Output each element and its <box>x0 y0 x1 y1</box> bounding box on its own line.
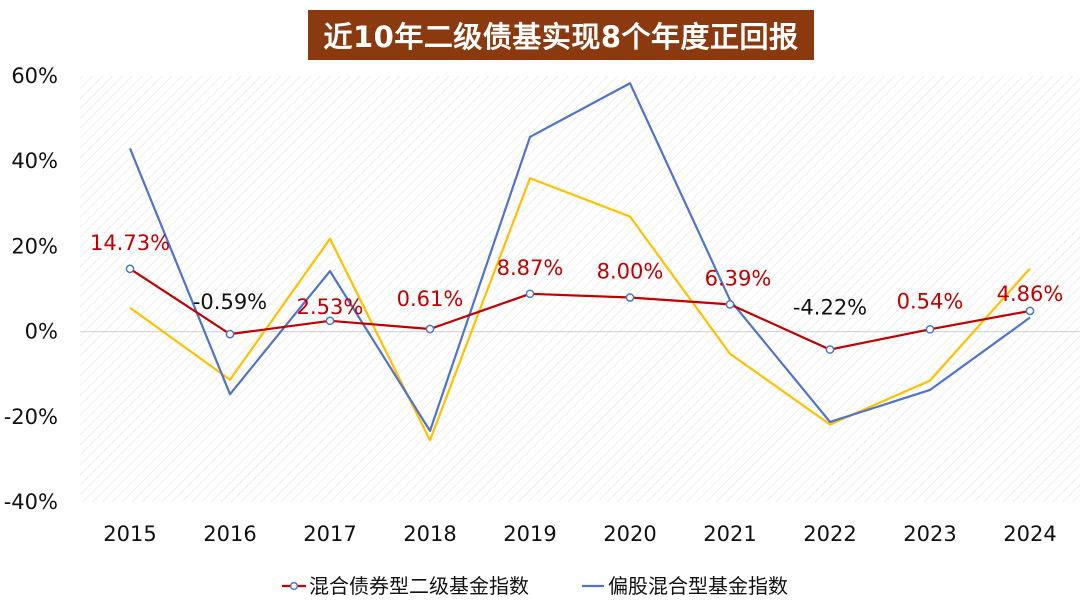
data-point <box>725 300 735 309</box>
series-line-1 <box>128 82 1031 432</box>
x-tick-label: 2018 <box>403 522 456 546</box>
x-tick-label: 2017 <box>303 522 356 546</box>
x-tick-label: 2023 <box>903 522 956 546</box>
data-label: 0.54% <box>897 289 964 313</box>
data-label: 2.53% <box>297 295 364 319</box>
x-tick-label: 2020 <box>603 522 656 546</box>
y-tick-label: 20% <box>11 234 58 258</box>
y-tick-label: 60% <box>11 64 58 88</box>
data-label: 8.87% <box>497 256 564 280</box>
data-point <box>525 289 535 299</box>
x-tick-label: 2016 <box>203 522 256 546</box>
chart-title: 近10年二级债基实现8个年度正回报 <box>308 10 814 60</box>
data-label: -0.59% <box>193 290 267 314</box>
data-point <box>825 345 835 354</box>
data-point <box>125 264 135 274</box>
data-point <box>1025 306 1035 316</box>
legend-marker-0 <box>289 581 299 591</box>
data-point <box>325 316 335 326</box>
x-tick-label: 2022 <box>803 522 856 546</box>
y-tick-label: 0% <box>25 320 58 344</box>
data-label: 4.86% <box>997 282 1064 306</box>
plot-area <box>80 76 1080 502</box>
y-tick-label: -20% <box>4 405 58 429</box>
data-point <box>625 293 635 302</box>
data-label: -4.22% <box>793 296 867 320</box>
y-tick-label: 40% <box>11 149 58 173</box>
x-tick-label: 2021 <box>703 522 756 546</box>
x-tick-label: 2019 <box>503 522 556 546</box>
data-label: 0.61% <box>397 287 464 311</box>
series-line-0 <box>129 267 1031 351</box>
data-label: 14.73% <box>90 231 170 255</box>
data-label: 8.00% <box>597 260 664 284</box>
data-point <box>925 324 935 334</box>
legend-label-0: 混合债券型二级基金指数 <box>309 574 529 598</box>
data-point <box>425 324 435 334</box>
y-tick-label: -40% <box>4 490 58 514</box>
legend-label-1: 偏股混合型基金指数 <box>608 574 788 598</box>
x-tick-label: 2024 <box>1003 522 1056 546</box>
data-point <box>225 329 235 339</box>
series-line-2 <box>129 177 1031 442</box>
data-label: 6.39% <box>705 266 772 290</box>
x-tick-label: 2015 <box>103 522 156 546</box>
